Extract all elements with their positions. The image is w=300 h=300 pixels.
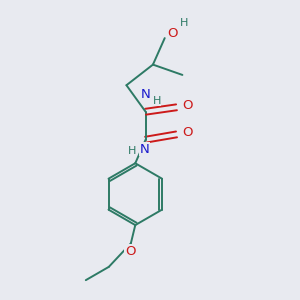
- Text: N: N: [141, 88, 150, 101]
- Text: N: N: [140, 142, 149, 156]
- Text: O: O: [167, 27, 177, 40]
- Text: O: O: [125, 245, 136, 258]
- Text: O: O: [182, 99, 193, 112]
- Text: H: H: [152, 96, 161, 106]
- Text: H: H: [128, 146, 137, 156]
- Text: H: H: [180, 18, 188, 28]
- Text: O: O: [182, 126, 193, 140]
